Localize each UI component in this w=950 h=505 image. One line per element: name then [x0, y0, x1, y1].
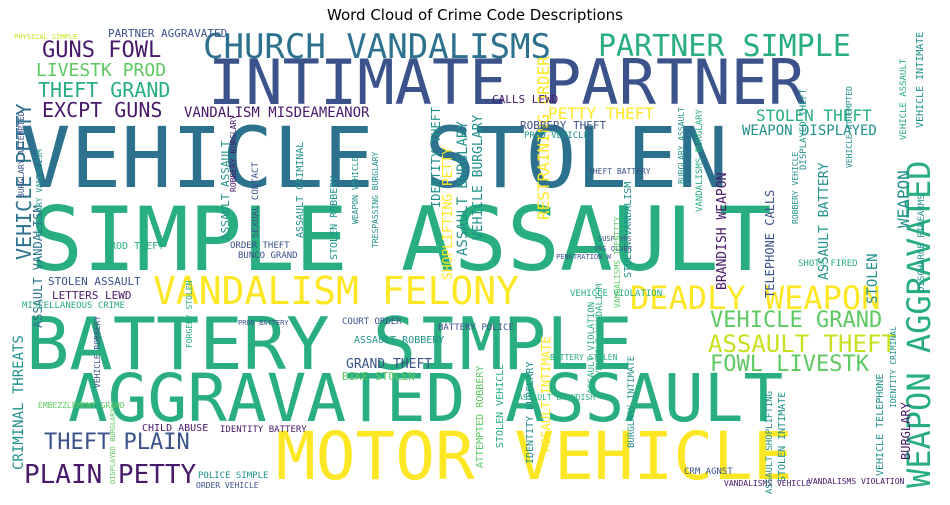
cloud-word: TRESPASSING BURGLARY	[371, 151, 380, 248]
cloud-word: BRANDISH WEAPON	[715, 172, 730, 290]
cloud-word: PLAIN PETTY	[24, 460, 197, 490]
cloud-word: ROBBERY VEHICLE	[791, 151, 800, 224]
cloud-word: STOLEN THEFT	[756, 106, 872, 125]
cloud-word: POLICE SIMPLE	[198, 471, 269, 481]
cloud-word: BIKE STOLEN	[342, 370, 415, 383]
cloud-word: MISCELLANEOUS CRIME	[22, 301, 125, 311]
cloud-word: ORDER THEFT	[230, 241, 290, 251]
cloud-word: IDENTITY BATTERY	[220, 425, 307, 435]
cloud-word: AGGRAVATED ASSAULT	[68, 360, 784, 437]
cloud-word: BATTERY STOLEN	[550, 353, 618, 362]
cloud-word: FORGERY STOLEN	[185, 280, 194, 348]
cloud-word: CHILD ABUSE	[142, 423, 209, 434]
cloud-word: VANDALISM FELONY	[153, 269, 520, 313]
cloud-word: THEFT BATTERY	[588, 167, 651, 176]
cloud-word: VEHICLE GRAND	[710, 308, 883, 333]
cloud-word: ASSAULT BURGLARY	[455, 121, 471, 256]
cloud-word: BURGLARY ATTEMPTED	[17, 111, 26, 198]
cloud-word: SHOPLIFTING PETTY	[441, 146, 456, 280]
word-cloud: VEHICLE STOLEN SIMPLE ASSAULT INTIMATE P…	[8, 28, 942, 498]
cloud-word: VEHICLE INTIMATE	[915, 31, 926, 128]
cloud-word: CRM AGNST	[684, 467, 733, 477]
cloud-word: THEFT GRAND	[38, 78, 171, 102]
cloud-word: VANDALISMS BURGLARY	[695, 109, 705, 212]
cloud-word: ASSAULT BRANDISH	[518, 393, 596, 402]
cloud-word: ASSAULT SHOPLIFTING	[765, 391, 775, 494]
cloud-word: VEHICLE ATTEMPTED	[845, 86, 854, 168]
cloud-word: ASSAULT ROBBERY	[354, 335, 445, 346]
cloud-word: VEHICLE STOLEN	[20, 109, 729, 207]
cloud-word: BURGLARY	[899, 402, 913, 460]
cloud-word: GRAND THEFT	[346, 357, 433, 372]
cloud-word: ROBBERY BURGLARY	[229, 114, 238, 192]
cloud-word: PROD THEFT	[104, 241, 165, 252]
cloud-word: VANDALISMS VIOLATION	[808, 477, 905, 486]
cloud-word: SHOTS FIRED	[798, 259, 858, 269]
cloud-word: DISCHARGE FIREARMS	[917, 194, 927, 292]
cloud-word: CRIMINAL THREATS	[11, 335, 27, 470]
cloud-word: VEHICLE VANDALISM	[595, 283, 605, 376]
cloud-word: BATTERY POLICE	[438, 323, 514, 333]
cloud-word: EMBEZZLEMENT GRAND	[38, 401, 125, 410]
cloud-word: PROD BATTERY	[238, 319, 289, 327]
cloud-word: BATTERY SIMPLE	[26, 302, 633, 386]
cloud-word: EXCPT GUNS	[42, 98, 163, 122]
cloud-word: COURT ORDER	[342, 317, 402, 327]
cloud-word: CALLS LEWD	[492, 93, 559, 106]
cloud-word: PENETRATION W	[556, 253, 611, 261]
cloud-word: BURGLARY INTIMATE	[627, 355, 637, 448]
cloud-word: ROBBERY THEFT	[520, 119, 607, 132]
cloud-word: STOLEN ROBBERY	[329, 175, 340, 260]
cloud-word: VEHICLE ROBBERY	[93, 315, 102, 388]
cloud-word: CHURCH VANDALISMS	[203, 28, 551, 67]
cloud-word: ATTEMPTED ROBBERY	[475, 365, 486, 468]
cloud-word: BURGLARY ASSAULT	[677, 106, 686, 184]
cloud-word: INTIMATE PARTNER	[208, 46, 806, 119]
cloud-word: ASSAULT CRIMINAL	[295, 141, 306, 238]
cloud-word: BUNCO GRAND	[238, 251, 298, 261]
cloud-word: STOLEN VANDALISM	[623, 181, 634, 278]
cloud-word: MOTOR VEHICLE	[276, 418, 793, 495]
cloud-word: SIMPLE ASSAULT	[30, 188, 772, 291]
cloud-word: VEHICLE VIOLATION	[570, 289, 663, 299]
cloud-word: WEAPON VEHICLE	[351, 156, 360, 224]
cloud-word: DISPLAYED THEFT	[799, 88, 809, 170]
cloud-word: BURGLARY VANDALISM	[35, 149, 44, 236]
cloud-word: LIVESTK PROD	[36, 60, 167, 81]
cloud-word: YRS OLDER	[594, 245, 632, 253]
cloud-word: IDENTITY BURGLARY	[525, 361, 536, 464]
cloud-word: DEADLY WEAPON	[630, 279, 881, 317]
cloud-word: SEXUAL CONTACT	[251, 162, 261, 238]
cloud-word: ORDER VEHICLE	[196, 481, 259, 490]
cloud-word: PETTY THEFT	[548, 104, 654, 123]
cloud-word: STOLEN	[865, 253, 881, 304]
cloud-word: GUNS FOWL	[42, 38, 162, 63]
cloud-word: IDENTITY CRIMINAL	[889, 326, 898, 408]
cloud-word: PARTNER SIMPLE	[598, 29, 851, 64]
chart-title: Word Cloud of Crime Code Descriptions	[327, 6, 623, 24]
cloud-word: WEAPON DISPLAYED	[742, 123, 877, 139]
cloud-word: VANDALISMS VEHICLE	[724, 479, 811, 488]
cloud-word: WEAPON	[894, 170, 913, 228]
cloud-word: PARTNER AGGRAVATED	[108, 28, 228, 40]
cloud-word: PROD VEHICLE	[524, 131, 590, 141]
cloud-word: STOLEN ASSAULT	[48, 275, 141, 288]
cloud-word: ASSAULT THEFT	[708, 330, 896, 358]
cloud-word: FOWL LIVESTK	[710, 352, 869, 377]
cloud-word: SUSP YRS	[598, 235, 632, 243]
cloud-word: TELEPHONE CALLS	[763, 189, 777, 298]
cloud-word: VEHICLE ASSAULT	[899, 58, 909, 140]
cloud-word: PHYSICAL SIMPLE	[14, 33, 78, 41]
cloud-word: VEHICLE BURGLARY	[471, 114, 486, 240]
cloud-word: STOLEN VEHICLE	[495, 363, 506, 448]
cloud-word: VANDALISM MISDEAMEANOR	[184, 105, 370, 121]
cloud-word: VANDALISMS IDENTITY	[613, 216, 622, 308]
cloud-word: DISPLAYED BURGLARY	[109, 408, 117, 484]
cloud-word: VEHICLE TELEPHONE	[875, 373, 886, 476]
cloud-word: THEFT PLAIN	[44, 430, 190, 455]
cloud-word: LETTERS LEWD	[52, 289, 132, 302]
cloud-word: STOLEN INTIMATE	[777, 391, 788, 482]
